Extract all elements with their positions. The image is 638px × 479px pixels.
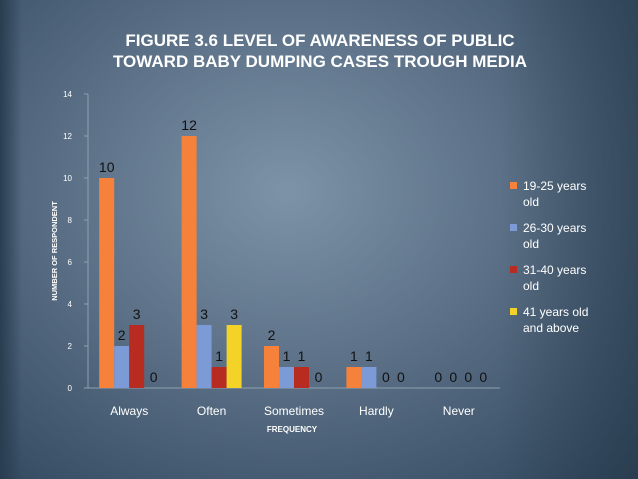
bar [361,367,377,388]
y-axis-label: NUMBER OF RESPONDENT [50,201,59,301]
bar [346,367,362,388]
chart-title: FIGURE 3.6 LEVEL OF AWARENESS OF PUBLIC … [60,30,580,72]
slide-right-panel [500,0,638,479]
bar [211,367,227,388]
data-label: 0 [150,369,158,385]
bar [114,346,130,388]
data-label: 3 [200,306,208,322]
bar [129,325,145,388]
y-tick-label: 14 [63,90,72,99]
legend-label: 31-40 years [523,263,586,277]
bar [294,367,309,388]
y-tick-label: 6 [68,258,73,267]
bar [264,346,279,388]
y-tick-label: 4 [68,300,73,309]
y-tick-label: 12 [63,132,72,141]
legend-label: and above [523,321,579,335]
data-label: 1 [215,348,223,364]
legend-label: old [523,279,539,293]
legend-label: 19-25 years [523,179,586,193]
data-label: 2 [118,327,126,343]
legend-swatch [510,266,517,273]
data-label: 2 [268,327,276,343]
legend-label: 41 years old [523,305,588,319]
data-label: 0 [449,369,457,385]
data-label: 3 [230,306,238,322]
data-label: 1 [350,348,358,364]
bar [181,136,197,388]
data-label: 0 [479,369,487,385]
x-tick-label: Hardly [359,404,394,418]
y-tick-label: 10 [63,174,72,183]
x-axis-label: FREQUENCY [267,425,318,434]
y-tick-label: 2 [68,342,73,351]
data-label: 0 [382,369,390,385]
data-label: 0 [397,369,405,385]
y-tick-label: 0 [68,384,73,393]
data-label: 12 [181,117,197,133]
chart-title-line-1: FIGURE 3.6 LEVEL OF AWARENESS OF PUBLIC [125,31,515,50]
legend-label: old [523,195,539,209]
data-label: 10 [99,159,115,175]
x-tick-label: Always [110,404,148,418]
data-label: 1 [283,348,291,364]
x-tick-label: Sometimes [264,404,324,418]
chart-title-line-2: TOWARD BABY DUMPING CASES TROUGH MEDIA [112,52,527,71]
legend-swatch [510,224,517,231]
legend-swatch [510,308,517,315]
y-tick-label: 8 [68,216,73,225]
bar [279,367,294,388]
bar [196,325,212,388]
legend-label: old [523,237,539,251]
x-tick-label: Never [443,404,475,418]
data-label: 0 [315,369,323,385]
slide-left-band [0,0,22,479]
bar [99,178,115,388]
data-label: 0 [464,369,472,385]
bar [226,325,242,388]
legend-label: 26-30 years [523,221,586,235]
data-label: 1 [298,348,306,364]
data-label: 1 [365,348,373,364]
data-label: 0 [434,369,442,385]
data-label: 3 [133,306,141,322]
x-tick-label: Often [197,404,226,418]
legend-swatch [510,182,517,189]
